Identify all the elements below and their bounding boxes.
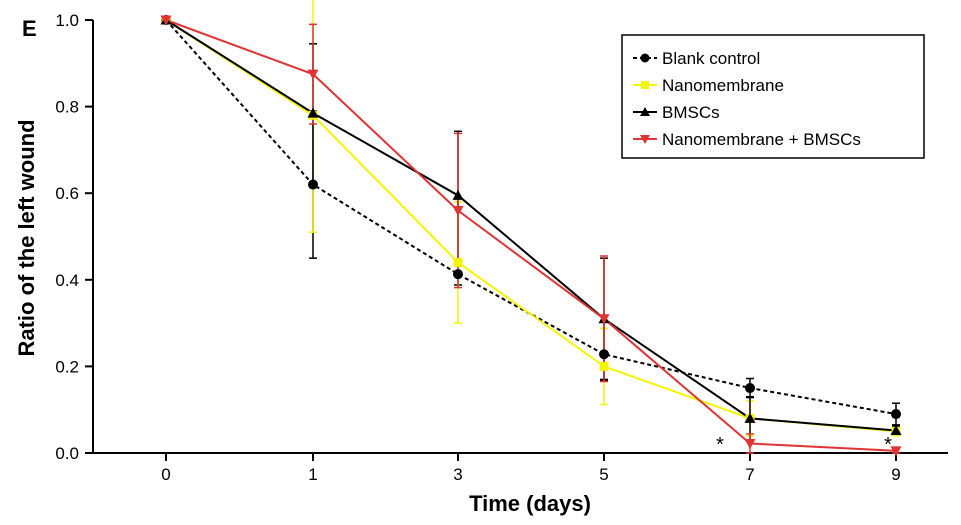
y-tick-label: 0.4 <box>55 271 79 290</box>
x-tick-label: 7 <box>745 465 754 484</box>
x-tick-label: 9 <box>891 465 900 484</box>
data-point <box>890 446 902 457</box>
y-axis-title: Ratio of the left wound <box>14 119 39 356</box>
data-point <box>891 409 901 420</box>
data-point <box>599 361 609 371</box>
legend-label: BMSCs <box>662 103 720 122</box>
axes: 0.0 0.2 0.4 0.6 0.8 1.0 0 1 3 5 7 9 <box>55 11 948 484</box>
series-markers <box>160 14 902 457</box>
y-tick-label: 0.2 <box>55 357 79 376</box>
x-tick-label: 5 <box>599 465 608 484</box>
significance-asterisk: * <box>884 434 892 456</box>
x-axis-title: Time (days) <box>469 491 591 516</box>
y-tick-label: 0.0 <box>55 444 79 463</box>
data-point <box>640 135 650 144</box>
data-point <box>453 269 463 280</box>
data-point <box>453 257 463 267</box>
data-point <box>744 438 756 449</box>
y-tick-label: 0.8 <box>55 98 79 117</box>
data-point <box>744 412 756 423</box>
x-tick-label: 0 <box>161 465 170 484</box>
data-point <box>890 424 902 435</box>
legend-label: Nanomembrane <box>662 76 784 95</box>
data-point <box>452 189 464 200</box>
series-line <box>165 19 897 432</box>
series-line <box>165 19 897 416</box>
data-point <box>307 107 319 118</box>
data-point <box>160 15 172 26</box>
panel-label: E <box>22 16 37 41</box>
data-point <box>598 314 610 325</box>
data-point <box>640 53 650 63</box>
data-point <box>307 69 319 80</box>
legend-box <box>621 34 925 159</box>
data-point <box>599 349 609 360</box>
x-tick-label: 3 <box>453 465 462 484</box>
data-point <box>640 107 650 116</box>
series-lines <box>165 19 897 452</box>
legend: Blank control Nanomembrane BMSCs Nanomembra… <box>621 34 925 159</box>
data-point <box>452 206 464 217</box>
series-line <box>165 19 897 452</box>
y-tick-label: 0.6 <box>55 184 79 203</box>
x-tick-label: 1 <box>308 465 317 484</box>
data-point <box>308 179 318 190</box>
data-point <box>745 383 755 394</box>
legend-label: Blank control <box>662 49 760 68</box>
data-point <box>641 81 649 89</box>
annotations: * * <box>716 434 892 456</box>
legend-label: Nanomembrane + BMSCs <box>662 130 861 149</box>
y-tick-label: 1.0 <box>55 11 79 30</box>
significance-asterisk: * <box>716 434 724 456</box>
